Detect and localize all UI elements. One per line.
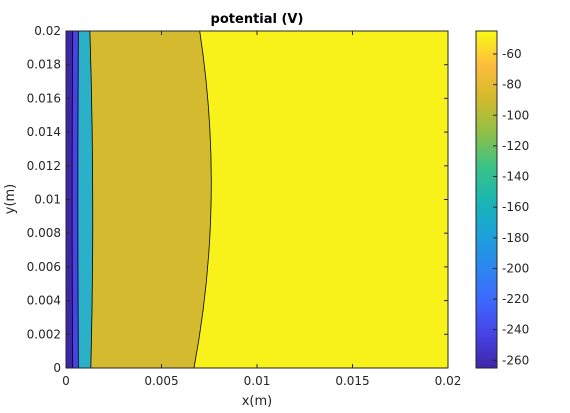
y-tick-label: 0.008 xyxy=(27,226,61,240)
colorbar-tick-label: -200 xyxy=(502,261,529,275)
y-tick-label: 0.016 xyxy=(27,91,61,105)
x-tick-label: 0 xyxy=(62,374,70,388)
contour-plot: 0 0.005 0.01 0.015 0.02 0 0.002 0.004 0.006 0.00… xyxy=(27,24,462,388)
colorbar-tick-label: -180 xyxy=(502,231,529,245)
colorbar-tick-label: -140 xyxy=(502,170,529,184)
colorbar-tick-label: -80 xyxy=(502,78,522,92)
y-tick-label: 0.006 xyxy=(27,260,61,274)
y-tick-label: 0.012 xyxy=(27,159,61,173)
colorbar-tick-label: -100 xyxy=(502,108,529,122)
colorbar-tick-label: -220 xyxy=(502,292,529,306)
colorbar-tick-label: -60 xyxy=(502,47,522,61)
colorbar-tick-label: -120 xyxy=(502,139,529,153)
y-tick-label: 0.02 xyxy=(34,24,61,38)
y-tick-label: 0.01 xyxy=(34,193,61,207)
colorbar-tick-label: -260 xyxy=(502,353,529,367)
y-tick-label: 0.018 xyxy=(27,58,61,72)
x-tick-label: 0.015 xyxy=(335,374,369,388)
contour-region-neg95 xyxy=(65,30,212,369)
y-tick-label: 0.004 xyxy=(27,294,61,308)
colorbar-gradient xyxy=(475,30,498,369)
x-tick-label: 0.005 xyxy=(144,374,178,388)
colorbar: -260 -240 -220 -200 -180 -160 -140 -120 -100 -80 -… xyxy=(475,30,529,369)
y-tick-label: 0.002 xyxy=(27,327,61,341)
x-tick-label: 0.01 xyxy=(244,374,271,388)
x-tick-label: 0.02 xyxy=(435,374,462,388)
x-axis-label: x(m) xyxy=(242,394,273,409)
y-axis-label: y(m) xyxy=(3,184,18,215)
colorbar-tick-label: -160 xyxy=(502,200,529,214)
y-tick-label: 0.014 xyxy=(27,125,61,139)
chart-title: potential (V) xyxy=(211,12,304,27)
colorbar-tick-label: -240 xyxy=(502,323,529,337)
y-tick-label: 0 xyxy=(53,361,61,375)
